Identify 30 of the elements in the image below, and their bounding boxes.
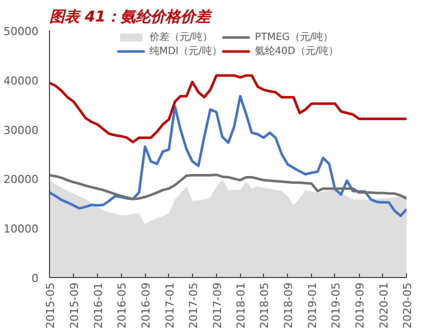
y-tick-label: 0 bbox=[32, 272, 38, 285]
x-tick-label: 2017-01 bbox=[163, 282, 176, 328]
legend-label: 纯MDI（元/吨） bbox=[149, 44, 222, 58]
x-tick-label: 2020-01 bbox=[377, 282, 390, 328]
line-series bbox=[50, 174, 406, 200]
x-tick-label: 2019-05 bbox=[329, 282, 342, 328]
x-tick-label: 2020-05 bbox=[401, 282, 414, 328]
x-tick-label: 2015-05 bbox=[44, 282, 57, 328]
x-tick-label: 2016-09 bbox=[140, 282, 153, 328]
y-tick-label: 50000 bbox=[4, 25, 39, 38]
x-tick-label: 2017-05 bbox=[186, 282, 200, 328]
y-tick-label: 20000 bbox=[4, 173, 39, 186]
legend-label: 氨纶40D（元/吨） bbox=[254, 44, 339, 58]
x-tick-label: 2019-09 bbox=[354, 282, 367, 328]
x-tick-label: 2015-09 bbox=[68, 282, 82, 328]
y-tick-label: 40000 bbox=[4, 74, 39, 88]
x-tick-label: 2018-09 bbox=[282, 282, 296, 328]
x-tick-label: 2019-01 bbox=[306, 282, 320, 328]
y-tick-label: 30000 bbox=[4, 124, 39, 137]
x-tick-label: 2018-01 bbox=[234, 282, 248, 328]
x-tick-label: 2017-09 bbox=[210, 282, 224, 328]
line-series bbox=[50, 74, 406, 144]
chart-title: 图表 41：氨纶价格价差 bbox=[50, 8, 213, 26]
x-tick-label: 2016-05 bbox=[116, 282, 129, 328]
x-tick-label: 2018-05 bbox=[258, 282, 272, 328]
y-tick-label: 10000 bbox=[4, 222, 39, 236]
x-tick-label: 2016-01 bbox=[92, 282, 105, 328]
legend-label: PTMEG（元/吨） bbox=[254, 30, 334, 44]
legend-label: 价差（元/吨） bbox=[149, 30, 213, 44]
line-series bbox=[50, 94, 406, 217]
